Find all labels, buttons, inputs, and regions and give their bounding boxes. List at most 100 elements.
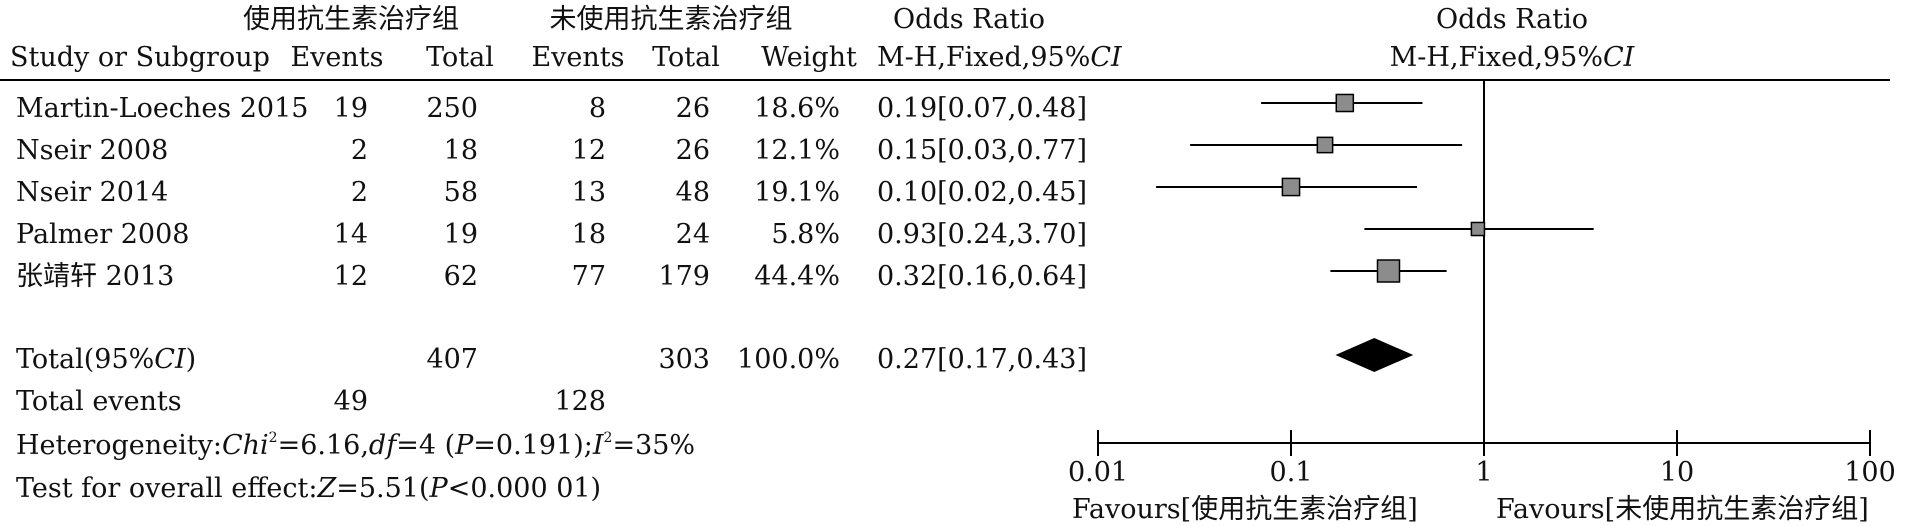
heterogeneity-chi-value: =6.16, xyxy=(278,430,369,461)
favours-right-label: Favours[未使用抗生素治疗组] xyxy=(1496,494,1869,525)
study-total1: 58 xyxy=(444,177,478,208)
study-ci-text: 0.19[0.07,0.48] xyxy=(877,93,1087,124)
overall-effect-z-value: =5.51( xyxy=(336,473,429,504)
study-total2: 24 xyxy=(676,219,710,250)
total-events-row: Total events 49 128 xyxy=(16,386,606,417)
study-weight: 5.8% xyxy=(771,219,840,250)
total-label-prefix: Total(95% xyxy=(16,344,154,375)
study-events2: 12 xyxy=(572,135,606,166)
study-total1: 62 xyxy=(444,261,478,292)
total-label-suffix: ) xyxy=(186,344,197,375)
method-column-ci: CI xyxy=(1090,42,1123,73)
study-total2: 26 xyxy=(676,93,710,124)
study-row: Nseir 2014 2 58 13 48 19.1% 0.10[0.02,0.… xyxy=(16,177,1087,208)
overall-effect-z-label: Z xyxy=(316,473,337,504)
total-events-label: Total events xyxy=(16,386,182,417)
study-rows: Martin-Loeches 2015 19 250 8 26 18.6% 0.… xyxy=(16,93,1087,292)
total-total1: 407 xyxy=(426,344,478,375)
study-weight: 19.1% xyxy=(754,177,840,208)
study-events2: 8 xyxy=(589,93,606,124)
study-events1: 2 xyxy=(351,135,368,166)
favours-left-label: Favours[使用抗生素治疗组] xyxy=(1072,494,1418,525)
total-events2: 128 xyxy=(554,386,606,417)
heterogeneity-i-value: =35% xyxy=(612,430,695,461)
pooled-diamond xyxy=(1335,338,1414,372)
heterogeneity-chi-sup: 2 xyxy=(269,430,278,446)
x-axis-tick-label: 1 xyxy=(1475,457,1492,488)
method-plot-header: M-H,Fixed,95%CI xyxy=(1390,42,1636,73)
heterogeneity-p-value: =0.191); xyxy=(473,430,593,461)
study-ci-text: 0.10[0.02,0.45] xyxy=(877,177,1087,208)
total2-header: Total xyxy=(652,42,720,73)
odds-ratio-plot-header: Odds Ratio xyxy=(1436,4,1588,35)
study-ci-text: 0.93[0.24,3.70] xyxy=(877,219,1087,250)
total-total2: 303 xyxy=(658,344,710,375)
heterogeneity-line: Heterogeneity:Chi2=6.16,df=4 (P=0.191);I… xyxy=(16,430,695,461)
study-point-box xyxy=(1470,221,1486,237)
study-name: Palmer 2008 xyxy=(16,219,189,250)
heterogeneity-lead: Heterogeneity: xyxy=(16,430,222,461)
heterogeneity-i-label: I xyxy=(592,430,605,461)
study-total1: 250 xyxy=(426,93,478,124)
heterogeneity-chi-label: Chi xyxy=(222,430,269,461)
total-label: Total(95%CI) xyxy=(16,344,196,375)
study-weight: 12.1% xyxy=(754,135,840,166)
total1-header: Total xyxy=(426,42,494,73)
method-plot-ci: CI xyxy=(1603,42,1636,73)
total-label-ci: CI xyxy=(154,344,187,375)
forest-plot-area: 0.01 0.1 1 10 100 xyxy=(1068,80,1896,488)
heterogeneity-i-sup: 2 xyxy=(604,430,613,446)
overall-effect-line: Test for overall effect:Z=5.51(P<0.000 0… xyxy=(16,473,601,504)
study-point-box xyxy=(1376,259,1401,283)
study-total2: 179 xyxy=(658,261,710,292)
study-events1: 19 xyxy=(334,93,368,124)
study-row: Martin-Loeches 2015 19 250 8 26 18.6% 0.… xyxy=(16,93,1087,124)
x-axis-tick-label: 100 xyxy=(1844,457,1896,488)
study-events2: 77 xyxy=(572,261,606,292)
study-name: Nseir 2014 xyxy=(16,177,168,208)
group2-header: 未使用抗生素治疗组 xyxy=(550,4,793,35)
overall-effect-lead: Test for overall effect: xyxy=(16,473,317,504)
total-weight: 100.0% xyxy=(737,344,840,375)
group1-header: 使用抗生素治疗组 xyxy=(243,4,459,35)
total-row: Total(95%CI) 407 303 100.0% 0.27[0.17,0.… xyxy=(16,344,1087,375)
study-events1: 14 xyxy=(334,219,368,250)
study-row: 张靖轩 2013 12 62 77 179 44.4% 0.32[0.16,0.… xyxy=(16,261,1087,292)
study-point-box xyxy=(1281,177,1301,197)
study-events1: 12 xyxy=(334,261,368,292)
study-header: Study or Subgroup xyxy=(10,42,270,73)
study-total1: 19 xyxy=(444,219,478,250)
study-point-box xyxy=(1335,93,1355,113)
study-events2: 13 xyxy=(572,177,606,208)
study-name: 张靖轩 2013 xyxy=(16,261,174,292)
total-events1: 49 xyxy=(334,386,368,417)
study-weight: 18.6% xyxy=(754,93,840,124)
x-axis-tick-label: 0.1 xyxy=(1270,457,1313,488)
study-total1: 18 xyxy=(444,135,478,166)
total-ci-text: 0.27[0.17,0.43] xyxy=(877,344,1087,375)
heterogeneity-df-label: df xyxy=(369,430,400,461)
odds-ratio-column-header: Odds Ratio xyxy=(893,4,1045,35)
study-ci-text: 0.15[0.03,0.77] xyxy=(877,135,1087,166)
study-row: Palmer 2008 14 19 18 24 5.8% 0.93[0.24,3… xyxy=(16,219,1087,250)
study-ci-text: 0.32[0.16,0.64] xyxy=(877,261,1087,292)
study-row: Nseir 2008 2 18 12 26 12.1% 0.15[0.03,0.… xyxy=(16,135,1087,166)
x-axis-tick-label: 10 xyxy=(1660,457,1694,488)
study-name: Martin-Loeches 2015 xyxy=(16,93,308,124)
study-total2: 26 xyxy=(676,135,710,166)
study-total2: 48 xyxy=(676,177,710,208)
overall-effect-p-label: P xyxy=(429,473,449,504)
study-point-box xyxy=(1316,136,1334,154)
study-weight: 44.4% xyxy=(754,261,840,292)
heterogeneity-df-value: =4 ( xyxy=(396,430,455,461)
events1-header: Events xyxy=(290,42,383,73)
overall-effect-p-value: <0.000 01) xyxy=(448,473,601,504)
x-axis-tick-label: 0.01 xyxy=(1068,457,1128,488)
method-column-header: M-H,Fixed,95%CI xyxy=(877,42,1123,73)
study-events1: 2 xyxy=(351,177,368,208)
study-name: Nseir 2008 xyxy=(16,135,168,166)
heterogeneity-p-label: P xyxy=(454,430,474,461)
weight-header: Weight xyxy=(761,42,857,73)
events2-header: Events xyxy=(531,42,624,73)
